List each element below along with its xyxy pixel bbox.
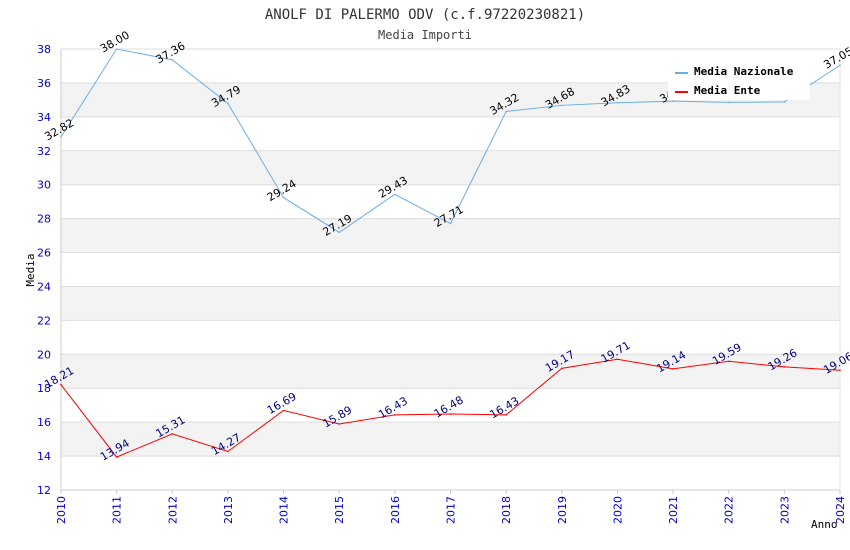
legend-label-nazionale: Media Nazionale xyxy=(694,65,794,78)
x-tick-label: 2024 xyxy=(834,496,847,524)
plot-band xyxy=(61,150,840,185)
y-tick-label: 28 xyxy=(37,213,51,226)
data-point xyxy=(616,101,619,104)
y-tick-label: 24 xyxy=(37,280,51,293)
x-tick-label: 2020 xyxy=(611,496,624,524)
y-tick-label: 34 xyxy=(37,111,51,124)
legend: Media Nazionale Media Ente xyxy=(668,60,810,100)
y-tick-label: 30 xyxy=(37,179,51,192)
x-tick-label: 2012 xyxy=(166,496,179,524)
data-point xyxy=(227,450,229,453)
plot-band xyxy=(61,456,840,490)
y-tick-label: 12 xyxy=(37,484,51,497)
x-tick-label: 2010 xyxy=(55,496,68,524)
x-tick-label: 2017 xyxy=(445,496,458,524)
y-tick-label: 38 xyxy=(37,43,51,56)
series-lines xyxy=(60,48,841,458)
x-tick-label: 2011 xyxy=(111,496,124,524)
x-tick-label: 2022 xyxy=(723,496,736,524)
data-point xyxy=(672,368,674,370)
plot-band xyxy=(61,252,840,287)
data-point xyxy=(616,358,619,361)
y-tick-label: 18 xyxy=(37,382,51,395)
plot-band xyxy=(61,354,840,389)
x-tick-label: 2014 xyxy=(278,496,291,524)
data-point xyxy=(839,369,841,372)
data-point xyxy=(171,433,174,435)
data-point xyxy=(338,231,341,234)
data-point xyxy=(505,110,507,113)
data-point xyxy=(60,383,62,386)
gridlines xyxy=(61,48,840,491)
plot-band xyxy=(61,388,840,423)
x-tick-label: 2021 xyxy=(667,496,680,524)
y-axis-label: Media xyxy=(24,253,37,286)
y-tick-label: 32 xyxy=(37,145,51,158)
data-point xyxy=(282,196,285,199)
data-point xyxy=(727,360,730,363)
data-point xyxy=(282,409,285,412)
x-tick-label: 2019 xyxy=(556,496,569,524)
data-point xyxy=(560,367,563,370)
plot-band xyxy=(61,184,840,219)
x-tick-labels: 2010 2011 2012 2013 2014 2015 2016 2017 2018 2019… xyxy=(55,496,847,524)
plot-band xyxy=(61,320,840,355)
legend-box xyxy=(668,60,810,100)
data-point xyxy=(672,100,674,102)
x-axis-label: Anno xyxy=(811,518,838,531)
data-point xyxy=(505,414,507,416)
data-point xyxy=(449,413,452,415)
x-tick-label: 2023 xyxy=(778,496,791,524)
data-point xyxy=(839,64,841,66)
x-tick-label: 2013 xyxy=(222,496,235,524)
data-point xyxy=(783,366,786,368)
y-tick-label: 36 xyxy=(37,77,51,90)
x-tick-label: 2016 xyxy=(389,496,402,524)
y-tick-labels: 12 14 16 18 20 22 24 26 28 30 32 34 36 38 xyxy=(37,43,51,497)
data-point xyxy=(60,136,62,138)
x-tick-label: 2018 xyxy=(500,496,513,524)
y-tick-label: 14 xyxy=(37,450,51,463)
data-point xyxy=(727,101,730,104)
data-point xyxy=(560,104,563,107)
plot-band xyxy=(61,286,840,321)
data-point xyxy=(227,102,229,105)
plot-band xyxy=(61,422,840,457)
chart-title: ANOLF DI PALERMO ODV (c.f.97220230821) xyxy=(265,7,585,23)
data-point xyxy=(115,456,118,458)
data-point xyxy=(115,48,118,50)
y-tick-label: 20 xyxy=(37,348,51,361)
data-point xyxy=(338,423,341,425)
plot-band xyxy=(61,116,840,151)
data-point xyxy=(783,101,786,103)
y-tick-label: 16 xyxy=(37,416,51,429)
legend-label-ente: Media Ente xyxy=(694,84,761,97)
y-tick-label: 26 xyxy=(37,247,51,260)
y-tick-label: 22 xyxy=(37,314,51,327)
data-point xyxy=(394,414,396,416)
x-tick-label: 2015 xyxy=(333,496,346,524)
chart-subtitle: Media Importi xyxy=(378,28,472,42)
axes xyxy=(60,49,841,494)
data-point xyxy=(171,59,174,61)
data-point xyxy=(394,193,396,196)
data-point xyxy=(449,222,452,225)
